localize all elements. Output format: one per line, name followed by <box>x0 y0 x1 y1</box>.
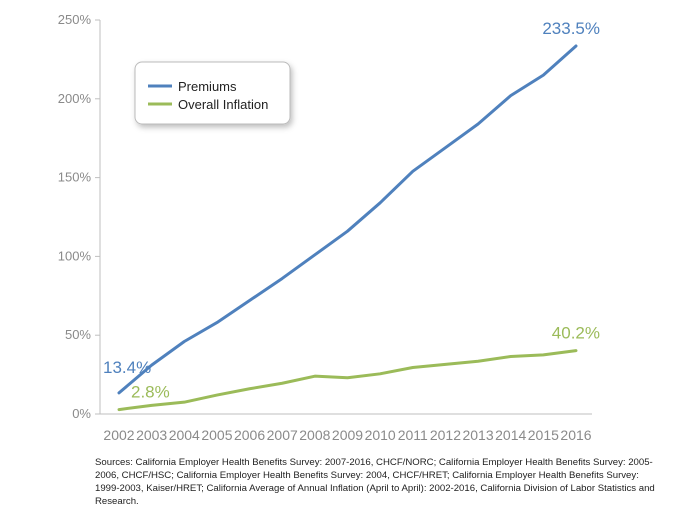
y-tick-label: 150% <box>58 170 92 185</box>
x-tick-label: 2014 <box>495 427 526 443</box>
x-tick-label: 2002 <box>103 427 134 443</box>
x-tick-label: 2012 <box>430 427 461 443</box>
line-chart: 0%50%100%150%200%250% 2002 2003 2004 2005 20… <box>58 12 600 443</box>
y-tick-label: 200% <box>58 91 92 106</box>
chart-legend: Premiums Overall Inflation <box>134 61 291 125</box>
data-labels: 13.4% 233.5% 2.8% 40.2% <box>103 19 600 402</box>
chart-series <box>117 44 578 412</box>
x-tick-label: 2003 <box>136 427 167 443</box>
y-tick-label: 50% <box>65 327 91 342</box>
x-tick-label: 2004 <box>169 427 200 443</box>
legend-label-premiums: Premiums <box>178 79 237 94</box>
start-label-premiums: 13.4% <box>103 358 151 377</box>
x-tick-label: 2013 <box>462 427 493 443</box>
series-line-premiums <box>117 44 578 395</box>
y-tick-label: 0% <box>72 406 91 421</box>
y-tick-label: 100% <box>58 248 92 263</box>
chart-axes <box>99 20 592 415</box>
x-tick-label: 2011 <box>398 427 428 443</box>
sources-note: Sources: California Employer Health Bene… <box>95 457 655 507</box>
legend-label-overall-inflation: Overall Inflation <box>178 97 268 112</box>
x-tick-label: 2010 <box>365 427 396 443</box>
start-label-overall-inflation: 2.8% <box>131 383 170 402</box>
y-axis-ticks: 0% 50% 100% 150% 200% 250% <box>58 12 100 421</box>
series-line-overall-inflation <box>117 349 578 412</box>
x-tick-label: 2016 <box>560 427 591 443</box>
x-tick-label: 2006 <box>234 427 265 443</box>
y-tick-label: 250% <box>58 12 92 27</box>
x-tick-label: 2005 <box>201 427 232 443</box>
x-tick-label: 2009 <box>332 427 363 443</box>
x-axis-ticks: 2002 2003 2004 2005 2006 2007 2008 2009 2010 2011… <box>103 427 591 443</box>
end-label-overall-inflation: 40.2% <box>552 324 600 343</box>
end-label-premiums: 233.5% <box>542 19 600 38</box>
x-tick-label: 2015 <box>528 427 559 443</box>
x-tick-label: 2007 <box>267 427 298 443</box>
x-tick-label: 2008 <box>299 427 330 443</box>
